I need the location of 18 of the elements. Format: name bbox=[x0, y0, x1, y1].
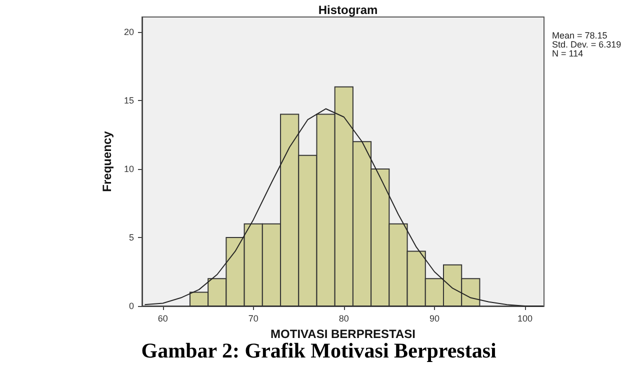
chart-title: Histogram bbox=[318, 3, 378, 17]
y-tick-label: 10 bbox=[124, 164, 134, 174]
x-tick-label: 80 bbox=[338, 314, 349, 324]
x-tick-label: 70 bbox=[248, 314, 258, 324]
y-tick-label: 0 bbox=[128, 301, 134, 311]
text: Gambar 2: Grafik Motivasi Berprestasi bbox=[141, 338, 496, 362]
y-tick-label: 20 bbox=[124, 27, 134, 38]
y-tick-label: 5 bbox=[128, 232, 134, 243]
text: Std. Dev. = 6.319 bbox=[552, 40, 622, 50]
y-tick-label: 15 bbox=[124, 96, 134, 106]
x-tick-label: 100 bbox=[517, 314, 532, 324]
y-axis-title: Frequency bbox=[100, 130, 114, 192]
text: Mean = 78.15 bbox=[552, 30, 608, 40]
line-series bbox=[144, 108, 544, 306]
x-tick-label: 90 bbox=[429, 314, 440, 324]
text: N = 114 bbox=[552, 48, 584, 58]
x-tick-label: 60 bbox=[158, 314, 168, 324]
x-axis-title: MOTIVASI BERPRESTASI bbox=[270, 327, 416, 341]
